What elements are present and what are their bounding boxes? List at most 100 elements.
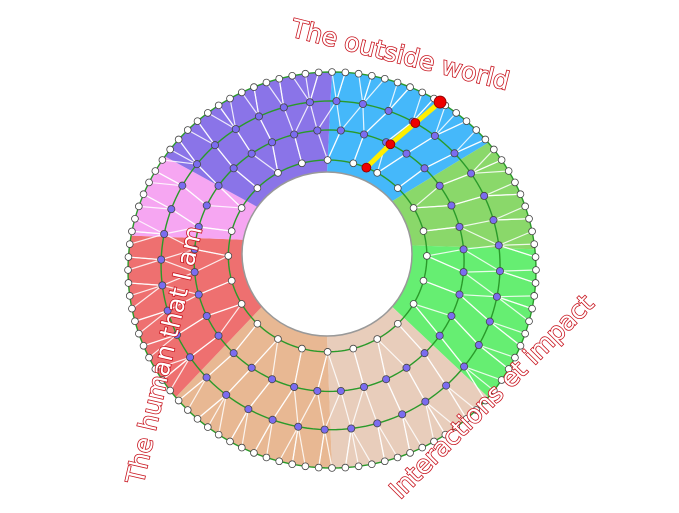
mid-point	[480, 191, 489, 200]
mid-point	[231, 125, 240, 134]
boundary-point	[224, 252, 233, 260]
spoke-line	[459, 219, 494, 228]
spoke-line	[251, 153, 279, 174]
spoke-line	[459, 294, 491, 323]
spoke-line	[484, 193, 521, 197]
boundary-point	[174, 396, 183, 405]
spoke-line	[385, 121, 414, 143]
mid-point	[360, 130, 369, 139]
boundary-point	[497, 156, 506, 164]
boundary-point	[481, 135, 490, 144]
spoke-line	[293, 348, 303, 388]
boundary-point	[274, 169, 282, 177]
boundary-point	[151, 365, 160, 373]
mid-point	[202, 311, 211, 320]
spoke-line	[344, 428, 352, 468]
spoke-line	[169, 356, 191, 391]
spoke-line	[138, 310, 168, 335]
spoke-line	[206, 352, 235, 378]
spoke-line	[271, 142, 279, 173]
mid-point	[158, 281, 167, 290]
spoke-line	[128, 282, 163, 286]
mid-point	[442, 381, 451, 390]
spoke-line	[324, 429, 333, 469]
mid-point	[214, 331, 223, 340]
boundary-point	[394, 319, 402, 328]
spoke-line	[206, 303, 242, 317]
boundary-point	[472, 126, 481, 134]
ring-line	[193, 129, 465, 393]
mid-point	[489, 216, 498, 225]
spoke-line	[187, 129, 216, 146]
spoke-line	[331, 71, 338, 102]
spoke-line	[376, 423, 386, 462]
mid-point	[294, 422, 303, 431]
boundary-point	[452, 109, 460, 117]
spoke-line	[499, 269, 537, 272]
spoke-line	[324, 390, 342, 430]
spoke-line	[352, 134, 365, 164]
boundary-point	[131, 214, 139, 223]
mid-point	[202, 201, 211, 210]
mid-point	[474, 341, 483, 350]
spoke-line	[463, 366, 486, 401]
spoke-line	[463, 248, 501, 272]
sector-olive-green	[392, 142, 535, 250]
spoke-line	[198, 226, 232, 232]
spoke-line	[424, 152, 455, 169]
spoke-line	[350, 428, 360, 467]
spoke-line	[450, 315, 480, 346]
spoke-line	[229, 98, 237, 130]
mid-point	[167, 205, 176, 214]
spoke-line	[424, 401, 435, 442]
spoke-line	[134, 310, 168, 322]
boundary-point	[253, 184, 262, 192]
boundary-point	[226, 94, 234, 103]
spoke-line	[412, 98, 435, 123]
boundary-point	[125, 292, 134, 300]
spoke-line	[471, 170, 509, 175]
boundary-point	[472, 406, 481, 414]
spoke-line	[178, 376, 207, 402]
spoke-line	[189, 335, 219, 358]
boundary-point	[227, 276, 236, 285]
spoke-line	[278, 78, 285, 108]
boundary-point	[341, 68, 350, 77]
mid-point	[447, 201, 456, 210]
boundary-point	[530, 240, 539, 248]
spoke-line	[233, 167, 258, 189]
mid-point	[467, 169, 476, 178]
spoke-line	[388, 86, 411, 112]
sector-light-beige	[327, 306, 489, 468]
boundary-point	[145, 178, 153, 187]
mid-point	[247, 363, 256, 372]
spoke-line	[463, 244, 499, 250]
mid-point	[398, 410, 407, 419]
boundary-point	[430, 437, 438, 446]
spoke-line	[406, 135, 436, 155]
boundary-point	[151, 167, 160, 175]
boundary-point	[380, 74, 389, 83]
spoke-line	[385, 378, 403, 415]
boundary-point	[462, 117, 471, 125]
mid-point	[254, 112, 263, 121]
sector-tan	[175, 306, 332, 468]
mid-point	[244, 405, 253, 414]
spoke-line	[498, 230, 533, 246]
mid-point	[313, 126, 322, 135]
spoke-line	[499, 270, 536, 284]
spoke-line	[241, 92, 260, 117]
boundary-point	[193, 117, 202, 125]
mid-point	[194, 222, 203, 231]
spoke-line	[194, 248, 229, 257]
boundary-point	[145, 353, 153, 362]
mid-point	[186, 353, 195, 362]
mid-point	[450, 149, 459, 158]
spoke-line	[362, 78, 386, 105]
spoke-line	[196, 163, 219, 187]
boundary-point	[328, 464, 336, 472]
boundary-point	[516, 341, 525, 350]
boundary-point	[393, 453, 402, 462]
mid-point	[247, 149, 256, 158]
path-point	[361, 162, 372, 173]
